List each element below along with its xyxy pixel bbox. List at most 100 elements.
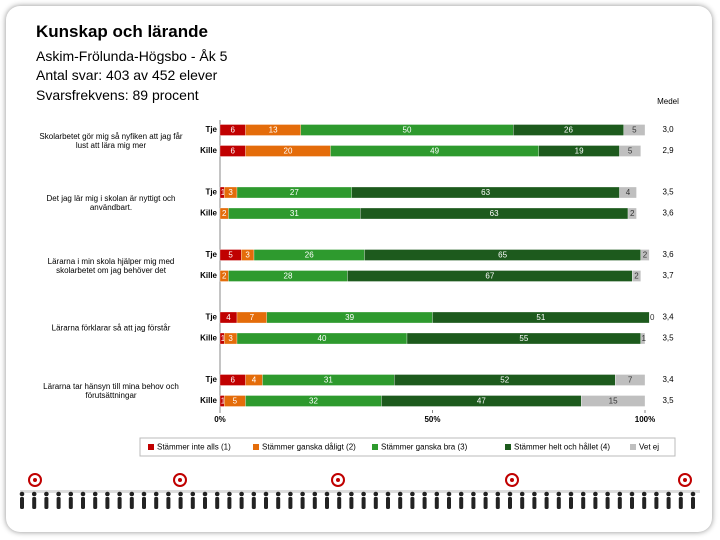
question-label: Lärarna förklarar så att jag förstår: [51, 323, 171, 333]
decor-figure: [629, 491, 635, 497]
decor-figure: [129, 497, 134, 509]
legend-label: Stämmer inte alls (1): [157, 443, 231, 452]
decor-figure: [202, 491, 208, 497]
subtitle: Askim-Frölunda-Högsbo - Åk 5: [36, 48, 228, 64]
data-label: 19: [575, 147, 584, 156]
decor-figure: [239, 491, 244, 497]
bar-segment: [640, 249, 650, 261]
decor-figure: [80, 491, 86, 497]
decor-figure: [666, 497, 671, 509]
x-tick-label: 100%: [635, 415, 655, 424]
data-label: 26: [305, 251, 314, 260]
decor-figure: [556, 491, 562, 497]
title: Kunskap och lärande: [36, 22, 208, 41]
decor-figure: [690, 491, 696, 497]
data-label: 13: [269, 126, 278, 135]
data-label: 52: [500, 376, 509, 385]
data-label: 7: [628, 376, 633, 385]
data-label: 32: [309, 397, 318, 406]
decor-figure: [495, 497, 500, 509]
decor-figure: [239, 497, 244, 509]
decor-figure: [495, 491, 501, 497]
decor-figure: [68, 497, 73, 509]
mean-value: 3,7: [662, 271, 674, 280]
decor-target: [33, 478, 37, 482]
decor-target: [505, 473, 519, 487]
legend-swatch: [148, 444, 154, 450]
row-label: Kille: [200, 334, 217, 343]
bar-segment: [632, 270, 641, 282]
decor-target: [28, 473, 42, 487]
row-label: Kille: [200, 146, 217, 155]
mean-value: 3,0: [662, 125, 674, 134]
mean-header: Medel: [657, 97, 679, 106]
decor-figure: [215, 497, 220, 509]
bar-segment: [581, 395, 646, 407]
decor-figure: [141, 491, 147, 497]
data-label: 6: [231, 147, 236, 156]
data-label: 2: [643, 251, 648, 260]
decor-figure: [81, 497, 85, 509]
decor-figure: [434, 491, 440, 497]
row-label: Tje: [205, 125, 217, 134]
decor-figure: [605, 497, 610, 509]
decor-figure: [92, 491, 98, 497]
data-label: 1: [221, 334, 226, 343]
decor-figure: [336, 491, 342, 497]
data-label: 67: [485, 272, 494, 281]
data-label: 2: [634, 272, 639, 281]
mean-value: 3,6: [662, 250, 674, 259]
data-label: 1: [221, 188, 226, 197]
data-label: 63: [490, 209, 499, 218]
decor-figure: [264, 497, 268, 509]
decor-figure: [605, 491, 610, 497]
decor-figure: [483, 497, 488, 509]
decor-figure: [642, 497, 647, 509]
decor-figure: [44, 497, 49, 509]
data-label: 2: [630, 209, 635, 218]
data-label: 5: [632, 126, 637, 135]
decor-figure: [288, 497, 293, 509]
decor-figure: [410, 497, 415, 509]
subtitle: Antal svar: 403 av 452 elever: [36, 67, 218, 83]
decor-figure: [666, 491, 671, 497]
legend-label: Stämmer helt och hållet (4): [514, 443, 610, 452]
data-label: 31: [290, 209, 299, 218]
decor-figure: [617, 497, 622, 509]
decor-figure: [300, 497, 305, 509]
bar-segment: [432, 311, 650, 324]
data-label: 3: [245, 251, 250, 260]
decor-target: [331, 473, 345, 487]
mean-value: 3,5: [662, 334, 674, 343]
mean-value: 3,5: [662, 396, 674, 405]
decor-figure: [532, 497, 537, 509]
decor-figure: [508, 497, 512, 509]
decor-figure: [447, 497, 451, 509]
decor-figure: [691, 497, 695, 509]
bar-segment: [627, 207, 637, 220]
mean-value: 3,6: [662, 209, 674, 218]
data-label: 51: [536, 313, 545, 322]
decor-figure: [580, 491, 586, 497]
row-label: Tje: [205, 375, 217, 384]
decor-figure: [142, 497, 146, 509]
decor-figure: [324, 491, 330, 497]
x-tick-label: 50%: [424, 415, 440, 424]
decor-figure: [190, 497, 195, 509]
decor-figure: [422, 491, 427, 497]
question-label: Lärarna tar hänsyn till mina behov och f…: [43, 381, 179, 400]
decor-figure: [349, 497, 354, 509]
decor-figure: [568, 491, 574, 497]
row-label: Tje: [205, 313, 217, 322]
decor-figure: [434, 497, 439, 509]
question-label: Det jag lär mig i skolan är nyttigt och …: [46, 194, 176, 212]
data-label: 3: [228, 334, 233, 343]
decor-target: [510, 478, 514, 482]
decor-figure: [361, 497, 366, 509]
decor-figure: [56, 491, 61, 497]
decor-figure: [349, 491, 354, 497]
data-label: 6: [231, 376, 236, 385]
data-label: 65: [498, 251, 507, 260]
decor-figure: [386, 497, 390, 509]
data-label: 4: [626, 188, 631, 197]
